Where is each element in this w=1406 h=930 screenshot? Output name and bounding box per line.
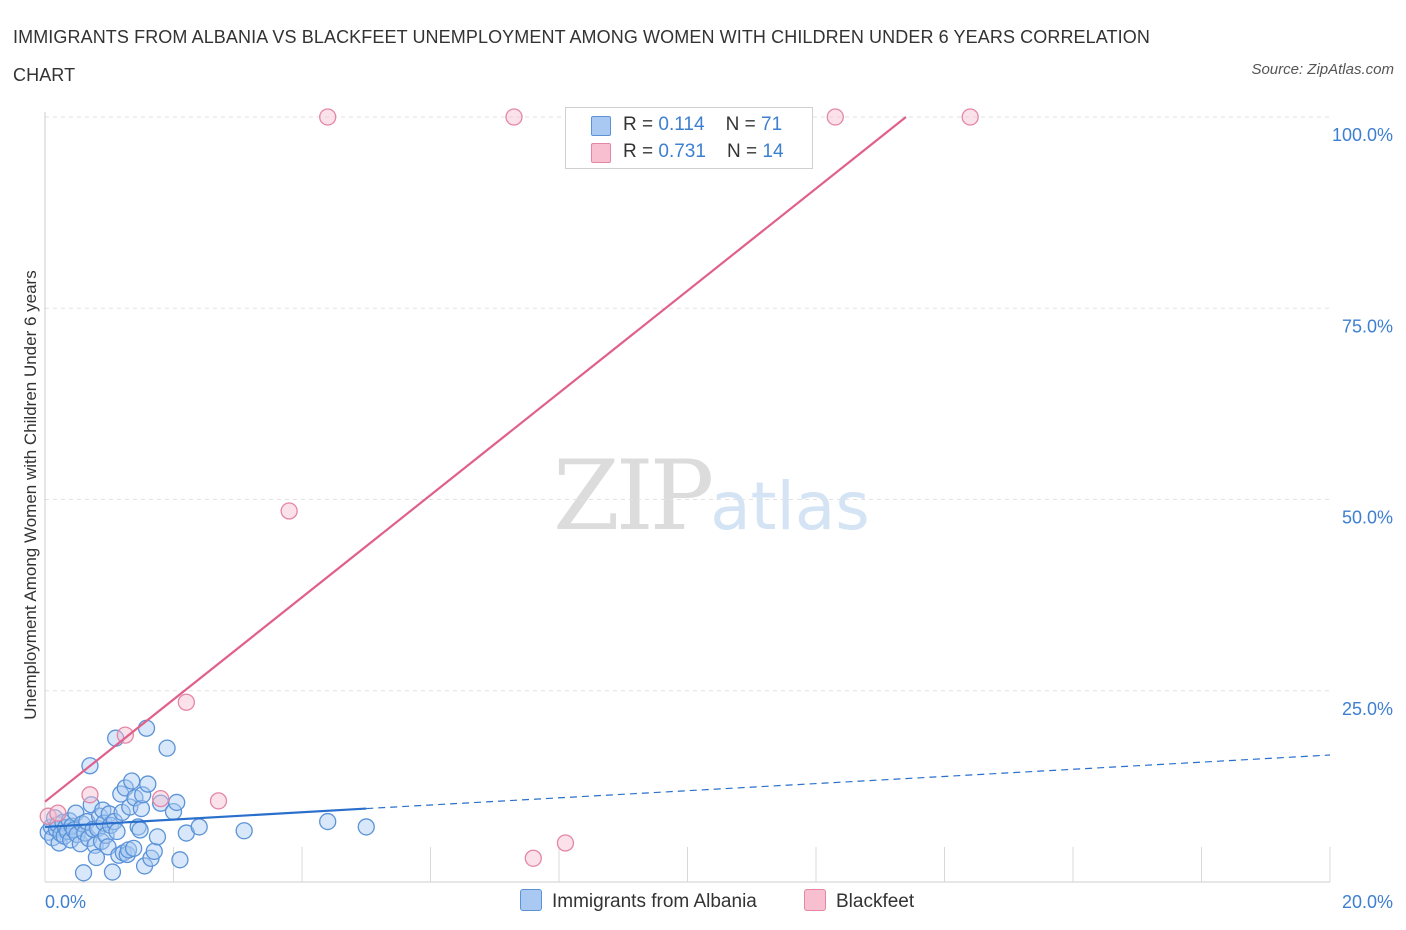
blackfeet-point bbox=[49, 804, 67, 822]
y-tick-label: 100.0% bbox=[1332, 125, 1393, 145]
albania-point bbox=[87, 848, 106, 867]
r-value: 0.731 bbox=[658, 141, 706, 162]
blackfeet-point bbox=[826, 108, 844, 126]
stats-box: R = 0.114 N = 71 R = 0.731 N = 14 bbox=[565, 107, 813, 169]
blackfeet-point bbox=[556, 834, 575, 852]
albania-point bbox=[125, 839, 143, 857]
blackfeet-point bbox=[209, 792, 228, 810]
albania-trend-line bbox=[44, 807, 367, 829]
legend-item-albania[interactable]: Immigrants from Albania bbox=[520, 888, 757, 916]
blackfeet-legend-swatch bbox=[804, 889, 826, 911]
albania-point bbox=[74, 864, 93, 882]
albania-point bbox=[108, 822, 126, 841]
albania-point bbox=[235, 822, 253, 840]
blackfeet-point bbox=[505, 108, 523, 126]
blackfeet-point bbox=[961, 108, 979, 126]
r-value: 0.114 bbox=[658, 114, 705, 135]
blackfeet-trend-line bbox=[44, 116, 907, 803]
r-label: R = bbox=[623, 141, 659, 162]
y-tick-label: 75.0% bbox=[1342, 316, 1393, 336]
blackfeet-point bbox=[151, 789, 170, 808]
blackfeet-point bbox=[39, 807, 57, 825]
blackfeet-point bbox=[319, 108, 337, 126]
albania-point bbox=[134, 786, 152, 804]
blackfeet-swatch bbox=[591, 143, 611, 163]
watermark-zip: ZIP bbox=[553, 440, 714, 552]
watermark-atlas: atlas bbox=[710, 468, 870, 545]
n-label: N = bbox=[725, 114, 762, 135]
y-tick-label: 25.0% bbox=[1342, 699, 1393, 719]
x-tick-label: 0.0% bbox=[45, 892, 86, 912]
chart-title: IMMIGRANTS FROM ALBANIA VS BLACKFEET UNE… bbox=[13, 27, 1150, 85]
albania-point bbox=[139, 775, 157, 793]
watermark: ZIPatlas bbox=[553, 440, 870, 552]
albania-legend-swatch bbox=[520, 889, 542, 911]
albania-point bbox=[123, 772, 141, 790]
albania-point bbox=[171, 851, 189, 869]
legend-label-albania: Immigrants from Albania bbox=[552, 891, 757, 912]
blackfeet-point bbox=[116, 726, 134, 744]
albania-point bbox=[103, 863, 122, 881]
albania-point bbox=[319, 812, 337, 831]
albania-point bbox=[137, 719, 156, 737]
legend-item-blackfeet[interactable]: Blackfeet bbox=[804, 888, 914, 916]
albania-point bbox=[145, 842, 163, 861]
blackfeet-point bbox=[524, 849, 542, 867]
albania-point bbox=[71, 835, 89, 853]
albania-trend-extension bbox=[366, 754, 1331, 810]
albania-point bbox=[190, 818, 208, 836]
legend-label-blackfeet: Blackfeet bbox=[836, 891, 915, 912]
albania-point bbox=[148, 828, 167, 846]
source-label: Source: ZipAtlas.com bbox=[1251, 61, 1394, 78]
albania-point bbox=[131, 821, 149, 839]
albania-point bbox=[357, 818, 375, 836]
albania-point bbox=[168, 793, 186, 812]
blackfeet-point bbox=[81, 786, 99, 804]
n-value: 14 bbox=[762, 141, 784, 162]
albania-point bbox=[158, 739, 176, 757]
albania-point bbox=[132, 799, 151, 818]
y-tick-label: 50.0% bbox=[1342, 508, 1393, 528]
n-value: 71 bbox=[761, 114, 783, 135]
blackfeet-point bbox=[280, 502, 298, 520]
blackfeet-point bbox=[177, 693, 196, 711]
x-tick-label: 20.0% bbox=[1342, 892, 1393, 912]
albania-swatch bbox=[591, 116, 611, 136]
r-label: R = bbox=[623, 114, 659, 135]
n-label: N = bbox=[727, 141, 763, 162]
